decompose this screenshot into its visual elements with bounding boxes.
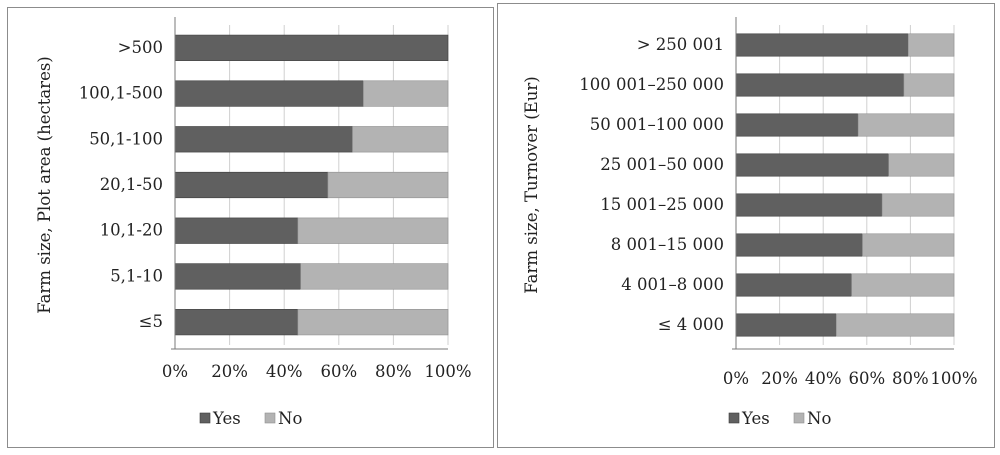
y-axis-title: Farm size, Plot area (hectares)	[35, 56, 54, 314]
chart-plot-area-right: > 250 001 100 001–250 000 50 001–100 000 25…	[522, 17, 978, 428]
bar-no	[857, 113, 955, 137]
bar-no	[297, 217, 449, 244]
bar-yes	[174, 126, 353, 153]
category-label: >500	[118, 38, 163, 57]
category-label: ≤ 4 000	[658, 315, 724, 334]
x-tick-label: 40%	[266, 362, 303, 381]
legend-label-yes: Yes	[741, 409, 770, 428]
category-label: 10,1-20	[100, 221, 163, 240]
x-tick-label: 60%	[848, 369, 885, 388]
x-tick-label: 40%	[805, 369, 842, 388]
legend-swatch-no	[264, 412, 276, 424]
bar-no	[352, 126, 449, 153]
x-tick-label: 100%	[930, 369, 977, 388]
x-tick-label: 20%	[761, 369, 798, 388]
bar-no	[907, 33, 955, 57]
category-label: 100 001–250 000	[579, 75, 724, 94]
category-label: 8 001–15 000	[611, 235, 724, 254]
category-label: 15 001–25 000	[600, 195, 724, 214]
category-label: ≤5	[139, 312, 163, 331]
bar-yes	[735, 33, 909, 57]
bar-no	[881, 193, 955, 217]
x-tick-label: 20%	[211, 362, 248, 381]
x-tick-label: 80%	[375, 362, 412, 381]
bar-yes	[174, 80, 364, 107]
bar-no	[862, 233, 955, 257]
bar-yes	[174, 34, 449, 61]
x-tick-label: 80%	[892, 369, 929, 388]
category-label: 5,1-10	[110, 266, 163, 285]
chart-plot-area-left: >500 100,1-500 50,1-100 20,1-50 10,1-20 5,1-1…	[35, 17, 472, 428]
bar-yes	[735, 313, 837, 337]
bar-yes	[174, 217, 299, 244]
bar-no	[888, 153, 955, 177]
bar-yes	[735, 153, 889, 177]
x-tick-label: 0%	[162, 362, 188, 381]
bar-no	[327, 171, 449, 199]
legend-label-yes: Yes	[212, 409, 241, 428]
bar-no	[300, 263, 449, 290]
legend-label-no: No	[278, 409, 302, 428]
category-label: 100,1-500	[79, 84, 163, 103]
bar-no	[297, 309, 449, 336]
bar-no	[363, 80, 449, 107]
category-label: 4 001–8 000	[621, 275, 724, 294]
bar-yes	[174, 171, 329, 199]
legend-label-no: No	[807, 409, 831, 428]
legend-swatch-yes	[728, 412, 740, 424]
bar-yes	[174, 309, 299, 336]
bar-no	[903, 73, 955, 97]
category-label: 50 001–100 000	[590, 115, 724, 134]
bar-no	[835, 313, 955, 337]
bar-yes	[735, 113, 859, 137]
legend-swatch-no	[793, 412, 805, 424]
category-label: 25 001–50 000	[600, 155, 724, 174]
category-label: 20,1-50	[100, 175, 163, 194]
bar-yes	[735, 193, 883, 217]
bar-no	[851, 273, 955, 297]
category-label: 50,1-100	[89, 129, 163, 148]
bar-yes	[735, 73, 905, 97]
bar-yes	[174, 263, 301, 290]
x-tick-label: 0%	[723, 369, 749, 388]
category-label: > 250 001	[637, 35, 724, 54]
bar-yes	[735, 233, 863, 257]
bar-yes	[735, 273, 852, 297]
y-axis-title: Farm size, Turnover (Eur)	[522, 76, 541, 293]
legend-swatch-yes	[199, 412, 211, 424]
x-tick-label: 100%	[424, 362, 471, 381]
x-tick-label: 60%	[320, 362, 357, 381]
